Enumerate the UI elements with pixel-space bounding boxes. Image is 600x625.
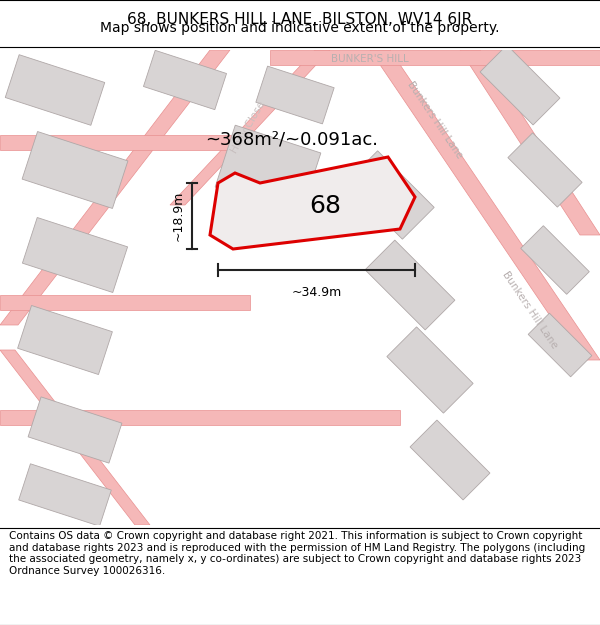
Text: Map shows position and indicative extent of the property.: Map shows position and indicative extent… [100,21,500,35]
Polygon shape [19,464,111,526]
Polygon shape [22,217,128,292]
Text: Contains OS data © Crown copyright and database right 2021. This information is : Contains OS data © Crown copyright and d… [9,531,585,576]
Polygon shape [22,131,128,209]
Polygon shape [0,295,250,310]
Polygon shape [387,327,473,413]
Text: Bunkers Hill Lane: Bunkers Hill Lane [500,269,560,351]
Text: ~368m²/~0.091ac.: ~368m²/~0.091ac. [205,131,378,149]
Text: 68: 68 [309,194,341,218]
Text: ~34.9m: ~34.9m [292,286,341,299]
Polygon shape [521,226,589,294]
Polygon shape [5,55,105,125]
Polygon shape [17,306,112,374]
Polygon shape [143,51,227,109]
Polygon shape [346,151,434,239]
Polygon shape [0,135,240,150]
Polygon shape [508,133,582,207]
Polygon shape [270,50,600,65]
Polygon shape [365,240,455,330]
Polygon shape [0,410,400,425]
Polygon shape [0,50,230,325]
Polygon shape [528,313,592,377]
Polygon shape [410,420,490,500]
Polygon shape [215,125,321,215]
Polygon shape [460,50,600,235]
Polygon shape [480,45,560,125]
Text: BUNKER'S HILL: BUNKER'S HILL [331,54,409,64]
Polygon shape [370,50,600,360]
Text: 68, BUNKERS HILL LANE, BILSTON, WV14 6JR: 68, BUNKERS HILL LANE, BILSTON, WV14 6JR [127,12,473,27]
Polygon shape [0,350,150,525]
Polygon shape [256,66,334,124]
Text: Bunkers Hill Lane: Bunkers Hill Lane [406,79,464,161]
Text: ~18.9m: ~18.9m [172,191,185,241]
Text: Holly Close: Holly Close [229,99,267,154]
Polygon shape [170,50,330,205]
Polygon shape [28,397,122,463]
Polygon shape [210,157,415,249]
